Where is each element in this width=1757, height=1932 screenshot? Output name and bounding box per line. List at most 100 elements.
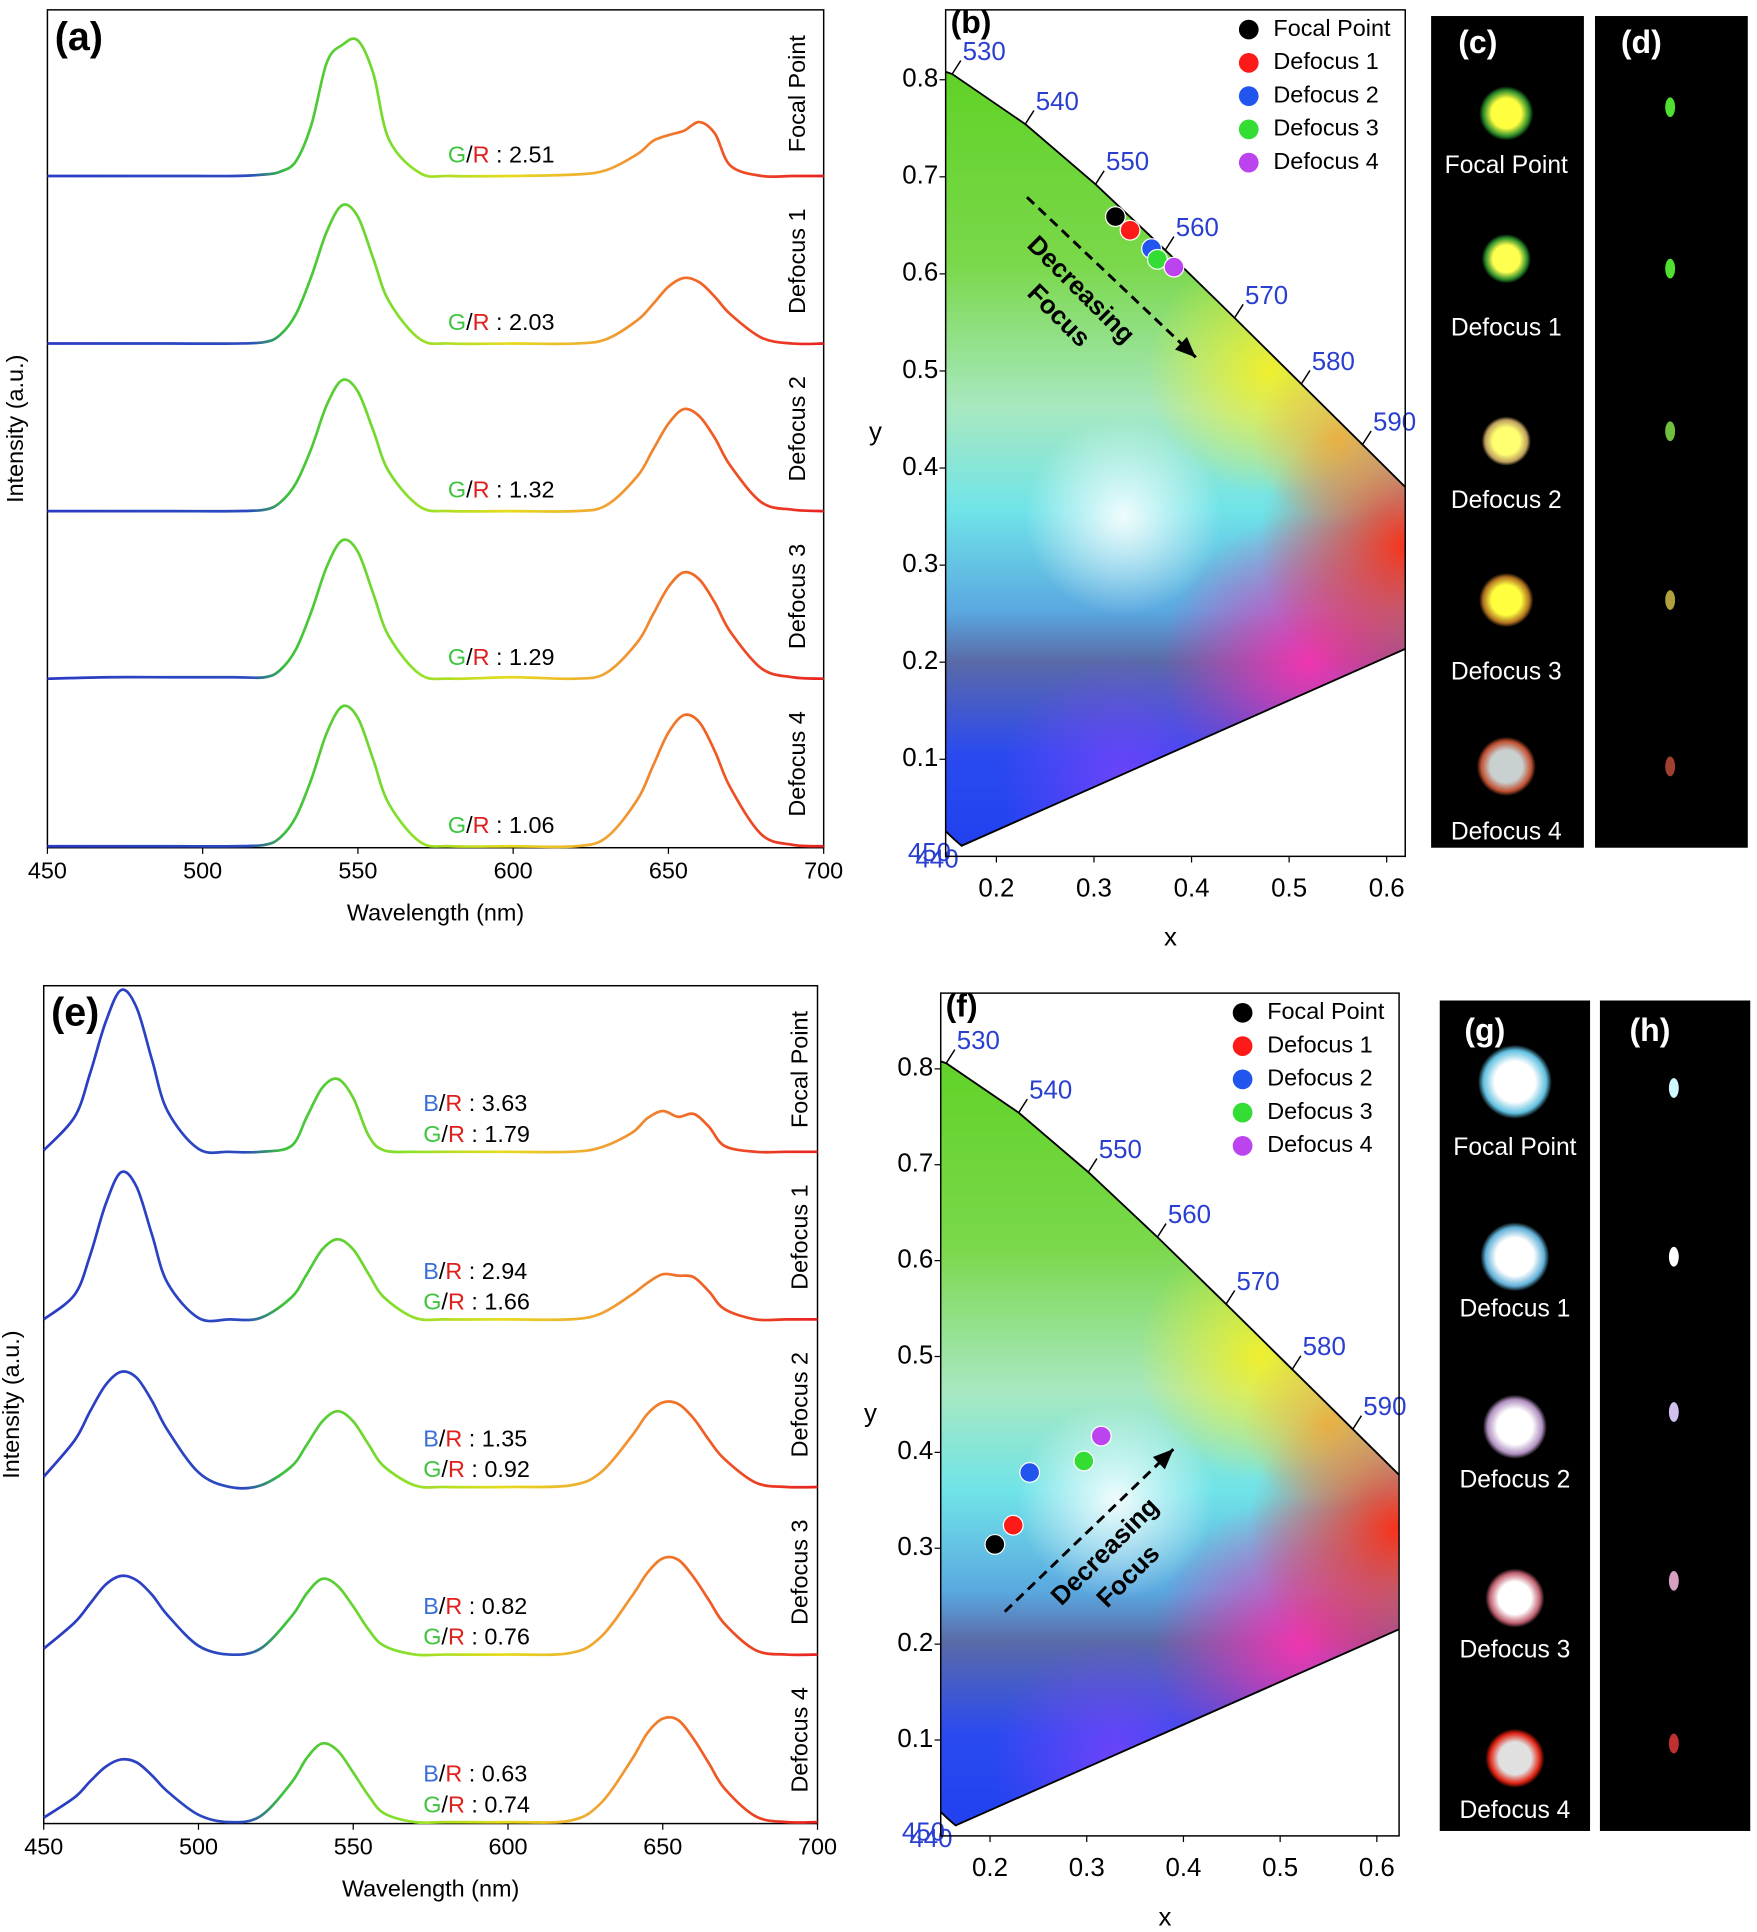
light-spot (1479, 572, 1534, 628)
ratio-label-part: G (448, 309, 466, 335)
light-spot (1665, 421, 1676, 442)
light-spot (1479, 86, 1534, 141)
legend-marker (1232, 1102, 1253, 1123)
x-tick-label: 0.3 (1076, 874, 1112, 902)
x-axis-label: x (1159, 1903, 1172, 1931)
x-tick-label: 550 (334, 1833, 373, 1859)
ratio-label-part: : 2.03 (490, 309, 555, 335)
ratio-label-part: R (473, 644, 490, 670)
ratio-label-part: G (448, 142, 466, 168)
x-tick-label: 650 (643, 1833, 682, 1859)
legend-label: Defocus 1 (1273, 48, 1378, 74)
ratio-label-part: B (423, 1593, 439, 1619)
x-axis-label: x (1164, 924, 1177, 952)
y-tick-label: 0.4 (902, 453, 938, 481)
ratio-label-part: / (441, 1624, 448, 1650)
ratio-label-part: R (448, 1121, 465, 1147)
data-point (1104, 206, 1126, 228)
legend-marker (1238, 119, 1259, 140)
ratio-label-part: : 2.94 (462, 1258, 527, 1284)
light-spot (1665, 258, 1676, 279)
spectrum-line (47, 704, 824, 849)
ratio-label-part: : 1.29 (490, 644, 555, 670)
locus-label: 560 (1168, 1201, 1211, 1229)
ratio-label: G/R : 1.29 (448, 644, 555, 670)
ratio-label: G/R : 0.76 (423, 1624, 530, 1650)
spectrum-line (47, 538, 824, 681)
panel-label: (a) (55, 15, 103, 59)
locus-label: 590 (1363, 1393, 1406, 1421)
axes-frame (944, 9, 1406, 858)
legend-label: Defocus 3 (1273, 115, 1378, 141)
spectrum-line (47, 203, 824, 346)
gamut-tint (1024, 418, 1222, 616)
trend-arrow (1025, 196, 1197, 359)
legend-marker (1232, 1036, 1253, 1056)
ratio-label-part: : 1.32 (490, 477, 555, 503)
x-tick-label: 650 (649, 858, 688, 884)
ratio-label: G/R : 2.51 (448, 142, 555, 168)
y-axis-label: Intensity (a.u.) (0, 1330, 24, 1478)
x-tick-label: 0.2 (972, 1854, 1008, 1882)
ratio-label-part: G (423, 1121, 441, 1147)
y-tick-label: 0.8 (897, 1054, 933, 1082)
locus-tick (1225, 1290, 1236, 1305)
x-axis-label: Wavelength (nm) (342, 1875, 519, 1901)
ratio-label-part: R (448, 1624, 465, 1650)
ratio-label: B/R : 1.35 (423, 1426, 527, 1452)
gamut-tint (1017, 1401, 1215, 1599)
ratio-label-part: G (448, 812, 466, 838)
panel-label: (h) (1629, 1012, 1670, 1048)
legend-label: Defocus 3 (1267, 1098, 1372, 1124)
panel-label: (b) (951, 4, 992, 40)
series-label: Defocus 1 (787, 1184, 813, 1289)
y-tick-label: 0.2 (902, 647, 938, 675)
image-caption: Defocus 4 (1451, 818, 1562, 845)
axes-frame (46, 9, 825, 849)
ratio-label-part: R (473, 812, 490, 838)
ratio-label: G/R : 0.92 (423, 1456, 530, 1482)
ratio-label-part: R (445, 1426, 462, 1452)
spectrum-line (42, 1370, 818, 1490)
x-tick-label: 600 (494, 858, 533, 884)
light-spot (1668, 1246, 1679, 1267)
legend-label: Defocus 1 (1267, 1031, 1372, 1057)
light-spot (1485, 1728, 1545, 1788)
light-spot (1482, 1394, 1547, 1459)
locus-label: 570 (1237, 1268, 1280, 1296)
ratio-label-part: R (473, 142, 490, 168)
series-label: Defocus 4 (787, 1687, 813, 1792)
locus-label: 440 (915, 845, 958, 873)
trend-arrow-head (1175, 336, 1196, 358)
image-caption: Focal Point (1445, 152, 1568, 179)
x-tick-label: 550 (338, 858, 377, 884)
locus-tick (1164, 236, 1175, 251)
series-label: Focal Point (784, 35, 810, 153)
legend-label: Focal Point (1273, 15, 1391, 41)
x-tick-label: 450 (24, 1833, 63, 1859)
ratio-label-part: B (423, 1426, 439, 1452)
legend-label: Focal Point (1267, 998, 1385, 1024)
locus-label: 570 (1245, 282, 1288, 310)
light-spot (1665, 590, 1676, 610)
light-spot (1668, 1570, 1679, 1591)
light-spot (1485, 1568, 1545, 1628)
light-spot (1476, 736, 1536, 796)
ratio-label-part: / (466, 309, 473, 335)
locus-label: 450 (902, 1819, 945, 1847)
ratio-label-part: / (439, 1593, 446, 1619)
spectrum-line (42, 1555, 818, 1657)
series-label: Defocus 4 (784, 711, 810, 816)
ratio-label-part: R (473, 309, 490, 335)
ratio-label-part: : 1.06 (490, 812, 555, 838)
ratio-label-part: / (466, 644, 473, 670)
ratio-label: B/R : 0.82 (423, 1593, 527, 1619)
x-tick-label: 600 (488, 1833, 527, 1859)
gamut-tint (1251, 352, 1406, 526)
locus-label: 530 (957, 1027, 1000, 1055)
ratio-label-part: : 1.79 (465, 1121, 530, 1147)
ratio-label-part: : 2.51 (490, 142, 555, 168)
ratio-label-part: R (445, 1090, 462, 1116)
x-tick-label: 0.2 (978, 874, 1014, 902)
ratio-label-part: G (448, 644, 466, 670)
